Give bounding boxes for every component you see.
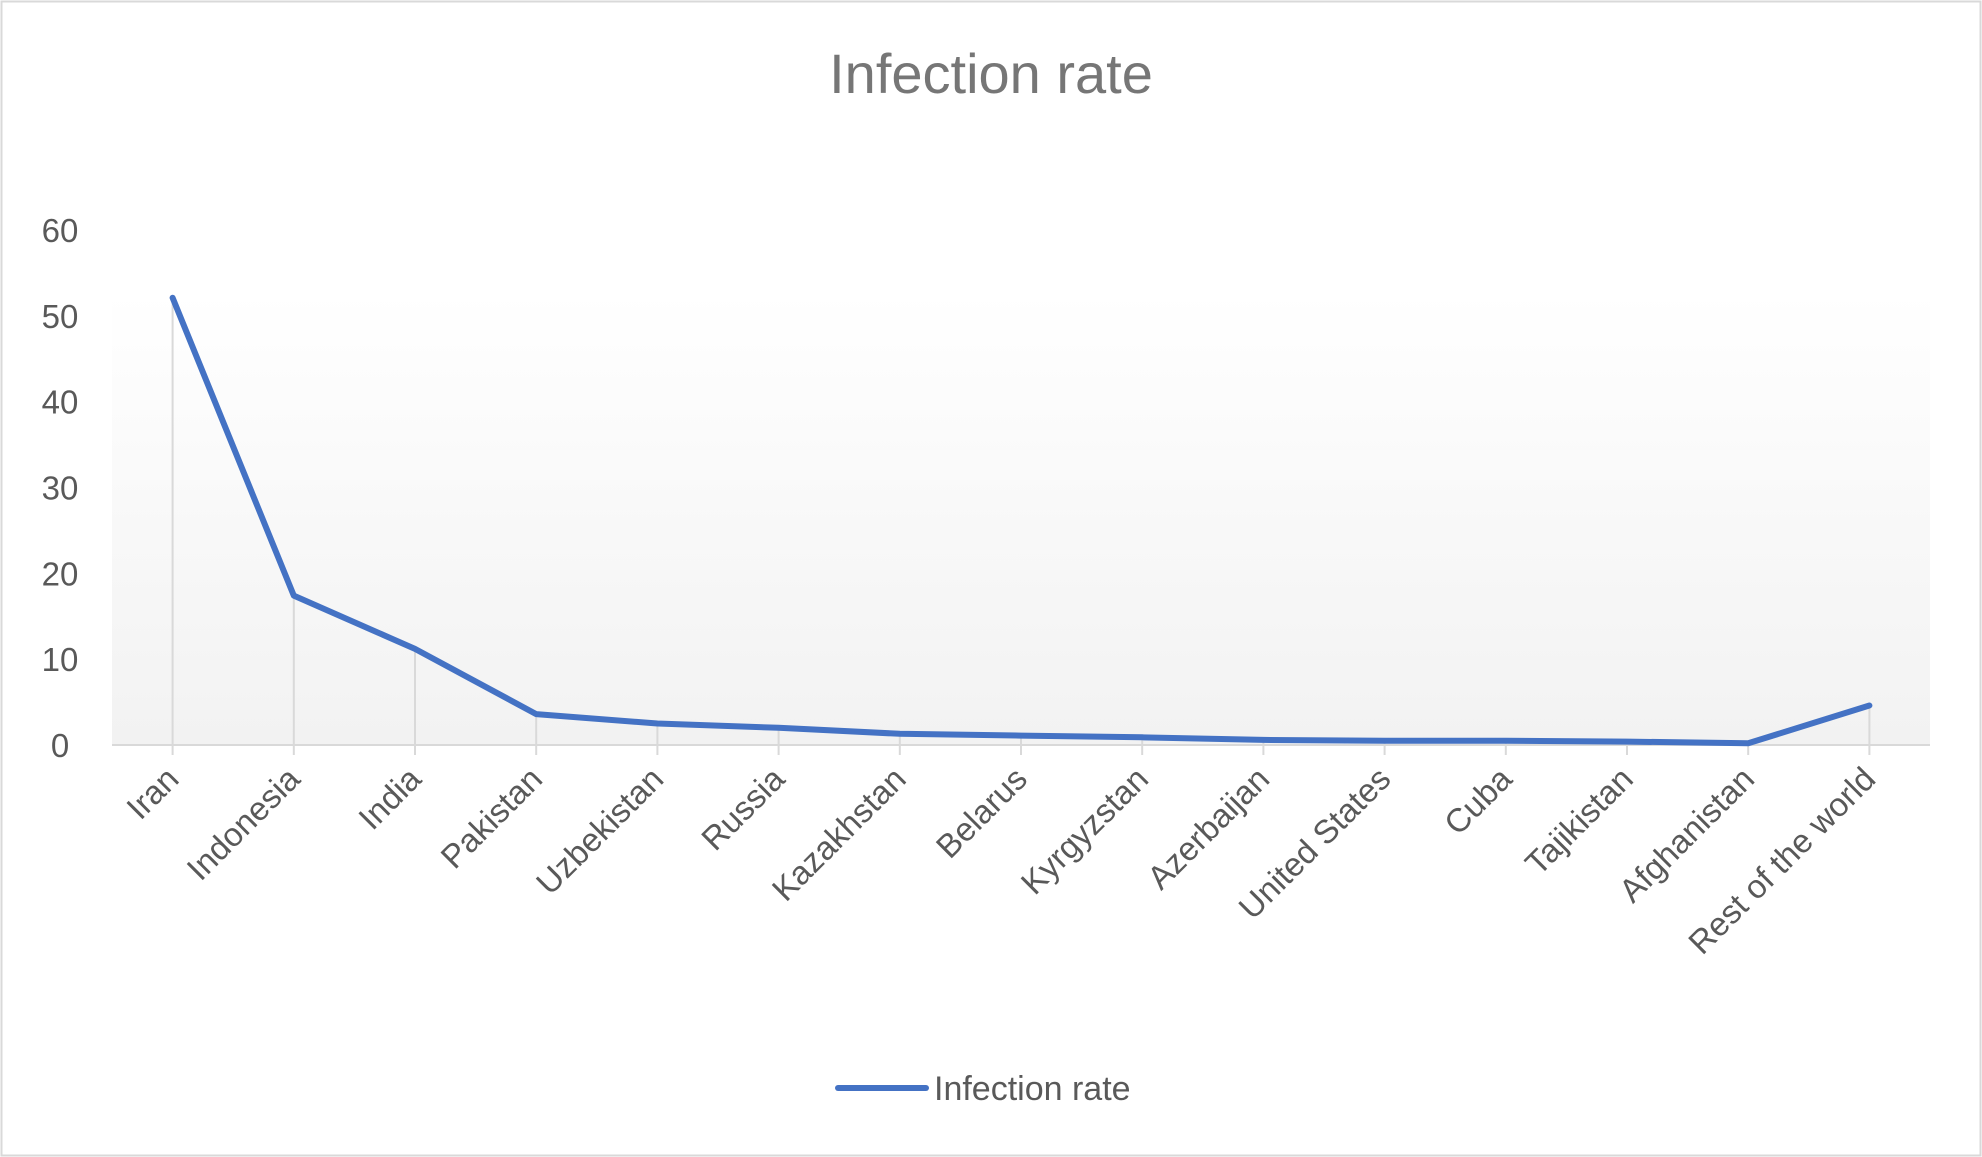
plot-area-background [112,291,1930,745]
legend-label-infection-rate: Infection rate [934,1070,1131,1108]
series-line-infection-rate[interactable] [169,294,1873,747]
legend[interactable]: Infection rate [835,1070,1131,1108]
y-axis-tick-labels: 0 10 20 30 40 50 60 [42,212,79,764]
series-lines [169,294,1873,747]
y-tick-label: 10 [42,641,79,678]
y-tick-label: 60 [42,212,79,249]
y-tick-label: 50 [42,298,79,335]
y-tick-label: 20 [42,555,79,592]
chart-title: Infection rate [829,42,1153,105]
y-tick-label: 30 [42,470,79,507]
y-tick-label: 0 [51,727,69,764]
y-tick-label: 40 [42,384,79,421]
